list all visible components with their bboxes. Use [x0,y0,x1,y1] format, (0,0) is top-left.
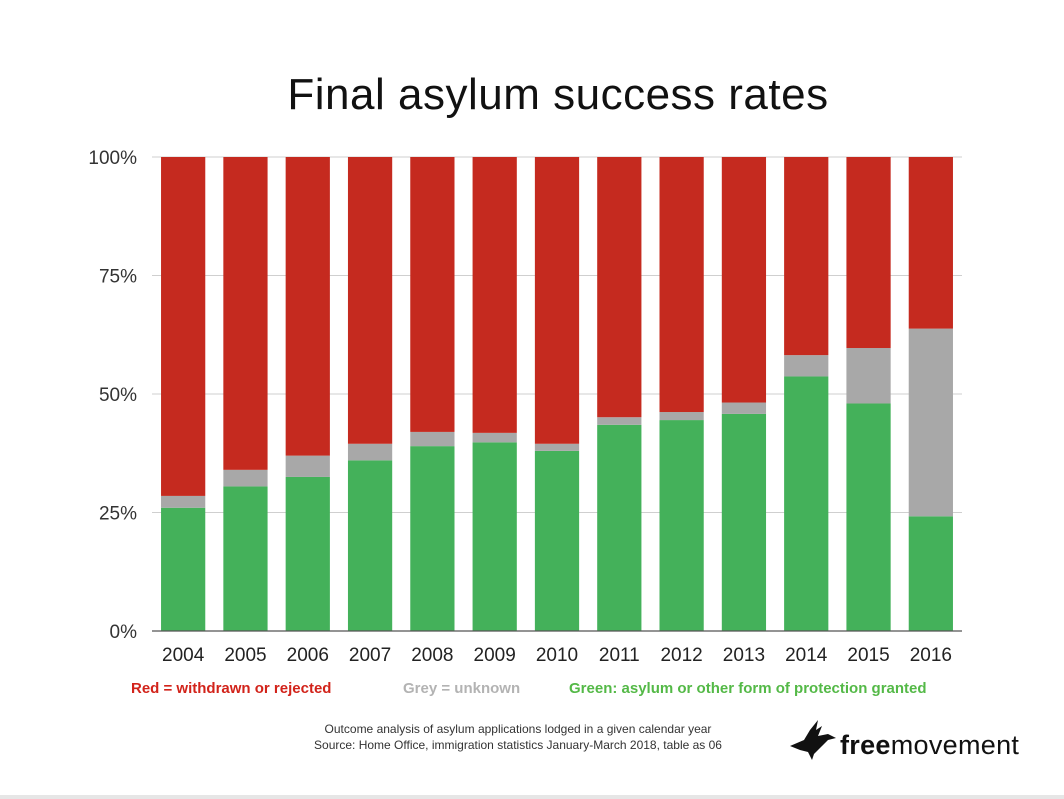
bottom-divider [0,795,1064,799]
bar-segment-rejected [908,157,953,329]
x-tick-label: 2007 [349,645,391,666]
x-tick-label: 2015 [847,645,889,666]
x-tick-label: 2009 [474,645,516,666]
x-tick-label: 2012 [660,645,702,666]
x-tick-label: 2011 [599,645,640,666]
x-tick-label: 2005 [224,645,266,666]
bar-segment-granted [721,413,767,631]
logo-wordmark-bold: free [840,730,891,760]
bars [161,157,953,631]
axes: 0% 25% 50% 75% 100% 2004 2005 2006 2007 2008 2009 2… [88,148,962,666]
bar-segment-granted [347,460,393,631]
source-note-citation: Source: Home Office, immigration statist… [314,738,722,752]
x-tick-label: 2016 [910,645,952,666]
bar-segment-unknown [534,443,580,451]
bar-segment-granted [472,442,517,631]
bar-segment-rejected [721,157,767,403]
bar-segment-granted [784,376,829,631]
x-tick-label: 2004 [162,645,205,666]
x-tick-label: 2010 [536,645,578,666]
bar-segment-rejected [659,157,704,413]
bar-segment-rejected [597,157,642,418]
bar-segment-unknown [223,469,268,487]
bar-segment-rejected [784,157,829,356]
bar-segment-rejected [223,157,268,470]
stacked-bar-chart: 0% 25% 50% 75% 100% 2004 2005 2006 2007 2008 2009 2… [88,148,962,666]
x-tick-label: 2006 [287,645,329,666]
bar-segment-granted [223,486,268,631]
chart-title: Final asylum success rates [287,70,829,119]
x-tick-label: 2014 [785,645,828,666]
bar-segment-unknown [161,495,206,508]
bar-segment-granted [597,424,642,631]
legend-red: Red = withdrawn or rejected [131,680,332,697]
bar-segment-rejected [347,157,393,444]
bar-segment-rejected [410,157,455,432]
x-tick-label: 2013 [723,645,765,666]
bar-segment-unknown [285,455,330,477]
logo-wordmark: freemovement [840,730,1019,761]
bar-segment-unknown [784,355,829,377]
bar-segment-unknown [472,432,517,443]
bar-segment-granted [659,420,704,631]
bar-segment-unknown [659,412,704,421]
bird-icon [790,720,836,760]
bar-segment-rejected [285,157,330,456]
logo-wordmark-rest: movement [890,730,1020,760]
bar-segment-rejected [534,157,580,444]
bar-segment-granted [846,403,891,631]
y-tick-label: 100% [88,148,137,169]
bar-segment-unknown [846,348,891,404]
source-note-description: Outcome analysis of asylum applications … [324,722,712,736]
legend-green: Green: asylum or other form of protectio… [569,680,927,697]
bar-segment-granted [908,516,953,631]
legend-grey: Grey = unknown [403,680,521,697]
bar-segment-unknown [721,402,767,414]
bar-segment-granted [410,446,455,631]
bar-segment-unknown [597,417,642,425]
y-tick-label: 50% [99,385,137,406]
bar-segment-unknown [908,328,953,517]
bar-segment-unknown [347,443,393,461]
bar-segment-rejected [472,157,517,433]
bar-segment-unknown [410,431,455,447]
bar-segment-granted [161,507,206,631]
y-tick-label: 0% [110,622,138,643]
y-tick-label: 25% [99,504,137,525]
y-tick-label: 75% [99,267,137,288]
bar-segment-granted [534,450,580,631]
bar-segment-granted [285,476,330,631]
bar-segment-rejected [161,157,206,496]
x-tick-label: 2008 [411,645,453,666]
bar-segment-rejected [846,157,891,349]
